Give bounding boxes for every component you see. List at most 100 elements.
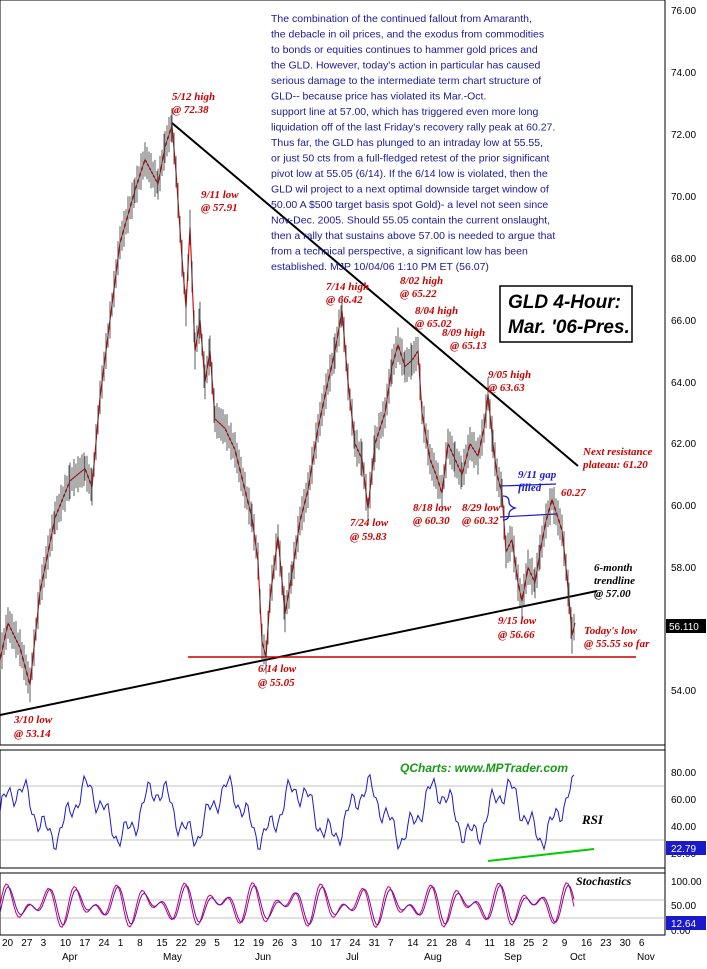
annotation-310-value: @ 53.14	[14, 728, 51, 740]
annotation-829-value: @ 60.32	[462, 515, 499, 527]
price-tick: 66.00	[671, 316, 696, 327]
day-label: 23	[600, 938, 612, 949]
annotation-804-value: @ 65.02	[415, 318, 452, 330]
month-label: Aug	[424, 952, 442, 963]
annotation-resistance: Next resistance	[582, 446, 652, 458]
annotation-gap-filled: filled	[518, 482, 542, 494]
day-label: 28	[446, 938, 458, 949]
annotation-818-low: 8/18 low	[413, 502, 452, 514]
day-label: 1	[118, 938, 124, 949]
price-tick: 70.00	[671, 192, 696, 203]
rsi-last-label: 22.79	[671, 844, 696, 855]
annotation-714-value: @ 66.42	[326, 294, 363, 306]
annotation-804-high: 8/04 high	[415, 305, 458, 317]
annotation-512-value: @ 72.38	[172, 104, 209, 116]
last-price-box	[666, 619, 706, 633]
stoch-k-series	[0, 882, 575, 929]
annotation-peak: 60.27	[561, 487, 586, 499]
rsi-tick: 40.00	[671, 822, 696, 833]
x-axis-months: Apr May Jun Jul Aug Sep Oct Nov	[62, 952, 655, 963]
commentary-line: serious damage to the intermediate term …	[271, 75, 541, 87]
day-label: 2	[542, 938, 548, 949]
annotation-915-low: 9/15 low	[498, 615, 537, 627]
annotation-614-low: 6/14 low	[258, 663, 297, 675]
price-tick: 74.00	[671, 68, 696, 79]
commentary-line: GLD-- because price has violated its Mar…	[271, 91, 486, 103]
annotation-905-value: @ 63.63	[488, 382, 525, 394]
commentary-line: The combination of the continued fallout…	[271, 13, 532, 25]
annotation-829-low: 8/29 low	[462, 502, 501, 514]
day-label: 15	[156, 938, 168, 949]
day-label: 31	[369, 938, 381, 949]
month-label: Nov	[637, 952, 655, 963]
day-label: 10	[60, 938, 72, 949]
rsi-support-line	[487, 848, 595, 862]
annotation-911-value: @ 57.91	[201, 202, 238, 214]
day-label: 21	[427, 938, 439, 949]
annotation-trendline-value: @ 57.00	[594, 588, 631, 600]
day-label: 27	[21, 938, 33, 949]
day-label: 14	[407, 938, 419, 949]
day-label: 18	[504, 938, 516, 949]
annotation-818-value: @ 60.30	[413, 515, 450, 527]
stoch-last-label: 12.64	[671, 919, 696, 930]
annotation-512-high: 5/12 high	[172, 91, 215, 103]
annotation-gap: 9/11 gap	[518, 469, 557, 481]
annotation-today: Today's low	[584, 625, 638, 637]
day-label: 6	[639, 938, 645, 949]
day-label: 3	[41, 938, 47, 949]
rsi-last-box	[666, 841, 706, 855]
price-tick: 58.00	[671, 563, 696, 574]
stoch-tick: 50.00	[671, 901, 696, 912]
rsi-label: RSI	[581, 812, 604, 827]
month-label: Sep	[504, 952, 522, 963]
day-label: 10	[311, 938, 323, 949]
stochastics-panel	[0, 872, 666, 936]
day-label: 7	[388, 938, 394, 949]
commentary-line: to bonds or equities continues to hammer…	[271, 44, 538, 56]
chart-title: GLD 4-Hour:	[508, 292, 621, 313]
annotation-resistance-value: plateau: 61.20	[582, 459, 648, 471]
day-label: 12	[234, 938, 246, 949]
commentary-line: from a technical perspective, a signific…	[271, 246, 528, 258]
day-label: 5	[214, 938, 220, 949]
annotation-714-high: 7/14 high	[326, 281, 369, 293]
month-label: Jul	[346, 952, 359, 963]
day-label: 17	[330, 938, 342, 949]
annotation-310-low: 3/10 low	[13, 714, 53, 726]
annotation-802-high: 8/02 high	[400, 275, 443, 287]
price-tick: 62.00	[671, 439, 696, 450]
rsi-tick: 60.00	[671, 795, 696, 806]
day-label: 16	[581, 938, 593, 949]
annotation-809-value: @ 65.13	[450, 340, 487, 352]
price-panel	[0, 0, 666, 746]
day-label: 11	[485, 938, 496, 949]
day-label: 20	[2, 938, 14, 949]
gap-line-upper	[499, 483, 557, 487]
watermark: QCharts: www.MPTrader.com	[400, 761, 568, 775]
stoch-d-series	[0, 884, 575, 926]
month-label: Apr	[62, 952, 78, 963]
annotation-trendline: 6-month	[594, 562, 633, 574]
chart-subtitle: Mar. '06-Pres.	[508, 317, 630, 338]
annotation-trendline-label: trendline	[594, 575, 635, 587]
commentary-text: The combination of the continued fallout…	[271, 13, 555, 273]
day-label: 29	[195, 938, 207, 949]
day-label: 24	[349, 938, 361, 949]
commentary-line: liquidation off of the last Friday's rec…	[271, 122, 555, 134]
day-label: 19	[253, 938, 265, 949]
day-label: 8	[137, 938, 143, 949]
price-tick: 60.00	[671, 501, 696, 512]
commentary-line: the debacle in oil prices, and the exodu…	[271, 29, 544, 41]
title-box	[499, 285, 633, 343]
last-price-label: 56.110	[669, 622, 699, 633]
stochastics-label: Stochastics	[576, 874, 632, 888]
commentary-line: the GLD. However, today's action in part…	[271, 60, 540, 72]
day-label: 4	[465, 938, 471, 949]
commentary-line: or just 50 cts from a full-fledged retes…	[271, 153, 549, 165]
rsi-series	[0, 773, 575, 851]
commentary-line: GLD wil project to a next optimal downsi…	[271, 184, 549, 196]
price-tick: 76.00	[671, 6, 696, 17]
day-label: 3	[292, 938, 298, 949]
